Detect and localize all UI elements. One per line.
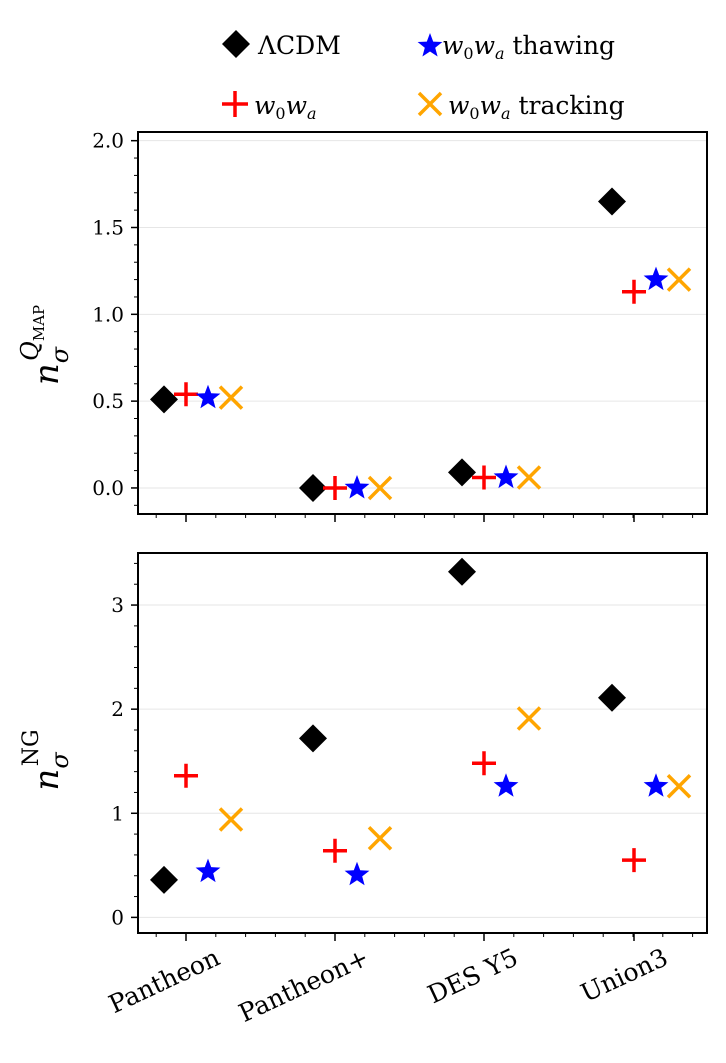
point-tracking-des-y5 — [516, 465, 542, 490]
point-lcdm-pantheon — [150, 865, 178, 894]
point-w0wa-pantheon- — [323, 838, 347, 863]
x-category-label: Union3 — [576, 943, 672, 1008]
x-category-label: Pantheon — [104, 943, 224, 1019]
legend-marker-thawing — [417, 33, 443, 57]
point-thawing-union3 — [643, 266, 669, 291]
axes-frame-top — [137, 131, 708, 515]
y-tick-label: 2 — [111, 697, 124, 721]
point-lcdm-union3 — [598, 187, 626, 216]
ticks-bottom: 0 1 2 3 — [111, 562, 694, 941]
point-thawing-pantheon — [195, 858, 221, 883]
point-tracking-pantheon — [218, 807, 244, 832]
panel-top: 0.0 0.5 1.0 1.5 2.0 nσQMAP — [16, 129, 708, 522]
x-category-labels: Pantheon Pantheon+ DES Y5 Union3 — [104, 943, 672, 1028]
y-tick-label: 0.0 — [92, 476, 124, 500]
point-tracking-union3 — [666, 773, 692, 799]
point-thawing-pantheon — [195, 384, 221, 409]
point-tracking-union3 — [666, 267, 692, 292]
legend-item-thawing: w0wa thawing — [417, 31, 615, 63]
marks-bottom — [150, 557, 692, 894]
y-tick-label: 2.0 — [92, 129, 124, 153]
legend-marker-w0wa — [222, 91, 248, 117]
point-w0wa-pantheon — [174, 382, 198, 407]
grid-top — [138, 140, 707, 489]
point-thawing-union3 — [643, 773, 669, 797]
legend-item-w0wa: w0wa — [222, 91, 317, 123]
marks-top — [150, 187, 692, 502]
point-w0wa-union3 — [622, 279, 646, 304]
y-tick-label: 1.5 — [92, 216, 124, 240]
x-category-label: DES Y5 — [423, 943, 522, 1010]
point-tracking-pantheon- — [367, 475, 393, 501]
point-w0wa-pantheon — [174, 763, 198, 788]
legend-label-lcdm: ΛCDM — [257, 31, 341, 60]
x-category-label: Pantheon+ — [234, 943, 373, 1028]
legend-label-w0wa: w0wa — [254, 91, 317, 123]
y-tick-label: 3 — [111, 593, 124, 617]
point-tracking-des-y5 — [516, 706, 542, 731]
y-tick-label: 0.5 — [92, 389, 124, 413]
point-thawing-des-y5 — [493, 773, 519, 797]
point-w0wa-union3 — [622, 848, 646, 873]
legend-label-thawing: w0wa thawing — [442, 31, 615, 63]
legend-marker-tracking — [417, 91, 443, 117]
point-w0wa-pantheon- — [323, 475, 347, 500]
ylabel-bottom: nσNG — [19, 729, 74, 790]
legend-item-tracking: w0wa tracking — [417, 91, 625, 123]
point-lcdm-pantheon — [150, 385, 178, 414]
point-w0wa-des-y5 — [472, 751, 496, 776]
grid-bottom — [138, 604, 707, 918]
ticks-top: 0.0 0.5 1.0 1.5 2.0 — [92, 129, 694, 522]
point-lcdm-pantheon- — [299, 724, 327, 753]
point-tracking-pantheon — [218, 385, 244, 410]
point-lcdm-pantheon- — [299, 473, 327, 502]
legend-item-lcdm: ΛCDM — [222, 30, 341, 60]
y-tick-label: 1.0 — [92, 302, 124, 326]
y-tick-label: 1 — [111, 801, 124, 825]
point-w0wa-des-y5 — [472, 465, 496, 490]
ylabel-top: nσQMAP — [16, 305, 74, 385]
point-lcdm-des-y5 — [448, 557, 476, 586]
point-thawing-des-y5 — [493, 464, 519, 489]
legend-label-tracking: w0wa tracking — [448, 91, 625, 123]
point-tracking-pantheon- — [367, 826, 393, 851]
legend-marker-lcdm — [222, 30, 250, 58]
point-thawing-pantheon- — [344, 475, 370, 499]
point-lcdm-des-y5 — [448, 458, 476, 487]
point-thawing-pantheon- — [344, 861, 370, 886]
point-lcdm-union3 — [598, 683, 626, 712]
legend: ΛCDM w0wa thawing w0wa w0wa tracking — [222, 30, 625, 123]
y-tick-label: 0 — [111, 905, 124, 929]
axes-frame-bottom — [137, 552, 708, 934]
panel-bottom: 0 1 2 3 nσNG — [19, 552, 708, 941]
